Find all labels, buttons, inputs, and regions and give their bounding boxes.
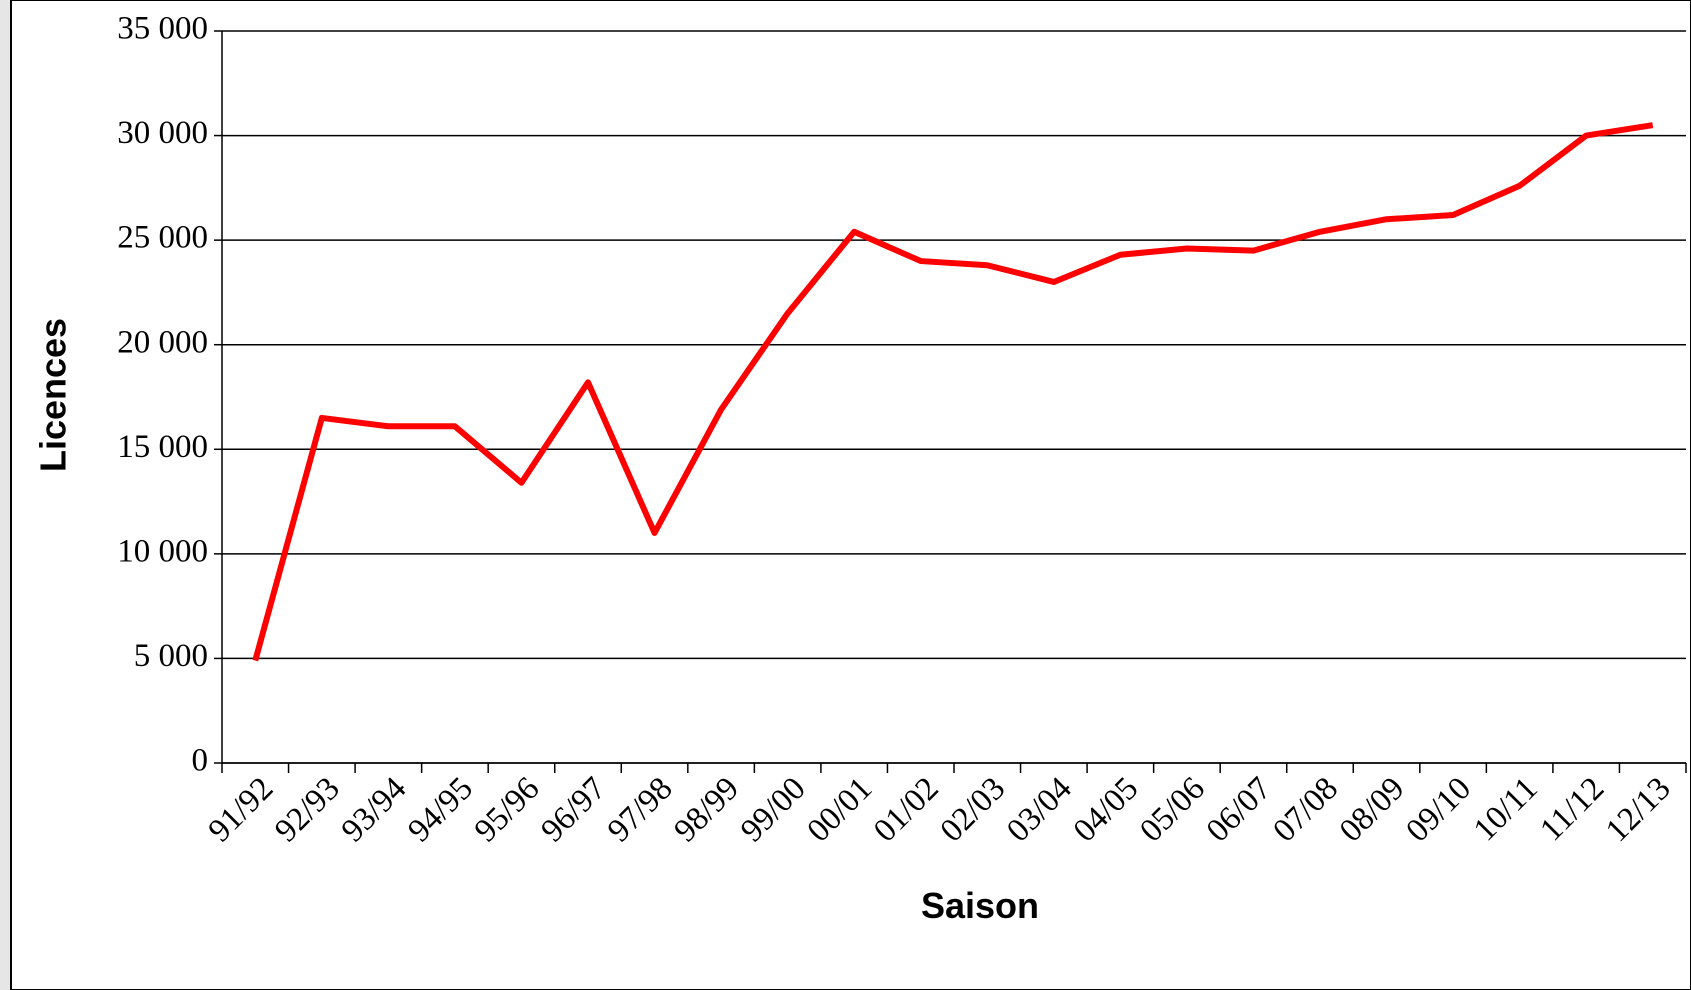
y-tick-label: 0 <box>192 743 209 779</box>
y-tick-label: 5 000 <box>134 638 208 674</box>
data-line <box>252 122 1654 662</box>
y-axis-title: Licences <box>33 318 74 472</box>
y-tick-label: 20 000 <box>117 324 208 360</box>
x-axis-title: Saison <box>921 885 1039 926</box>
y-tick-label: 15 000 <box>117 429 208 465</box>
chart-panel <box>10 0 1691 990</box>
y-tick-label: 10 000 <box>117 533 208 569</box>
y-tick-label: 25 000 <box>117 220 208 256</box>
y-tick-label: 30 000 <box>117 115 208 151</box>
y-tick-label: 35 000 <box>117 11 208 47</box>
